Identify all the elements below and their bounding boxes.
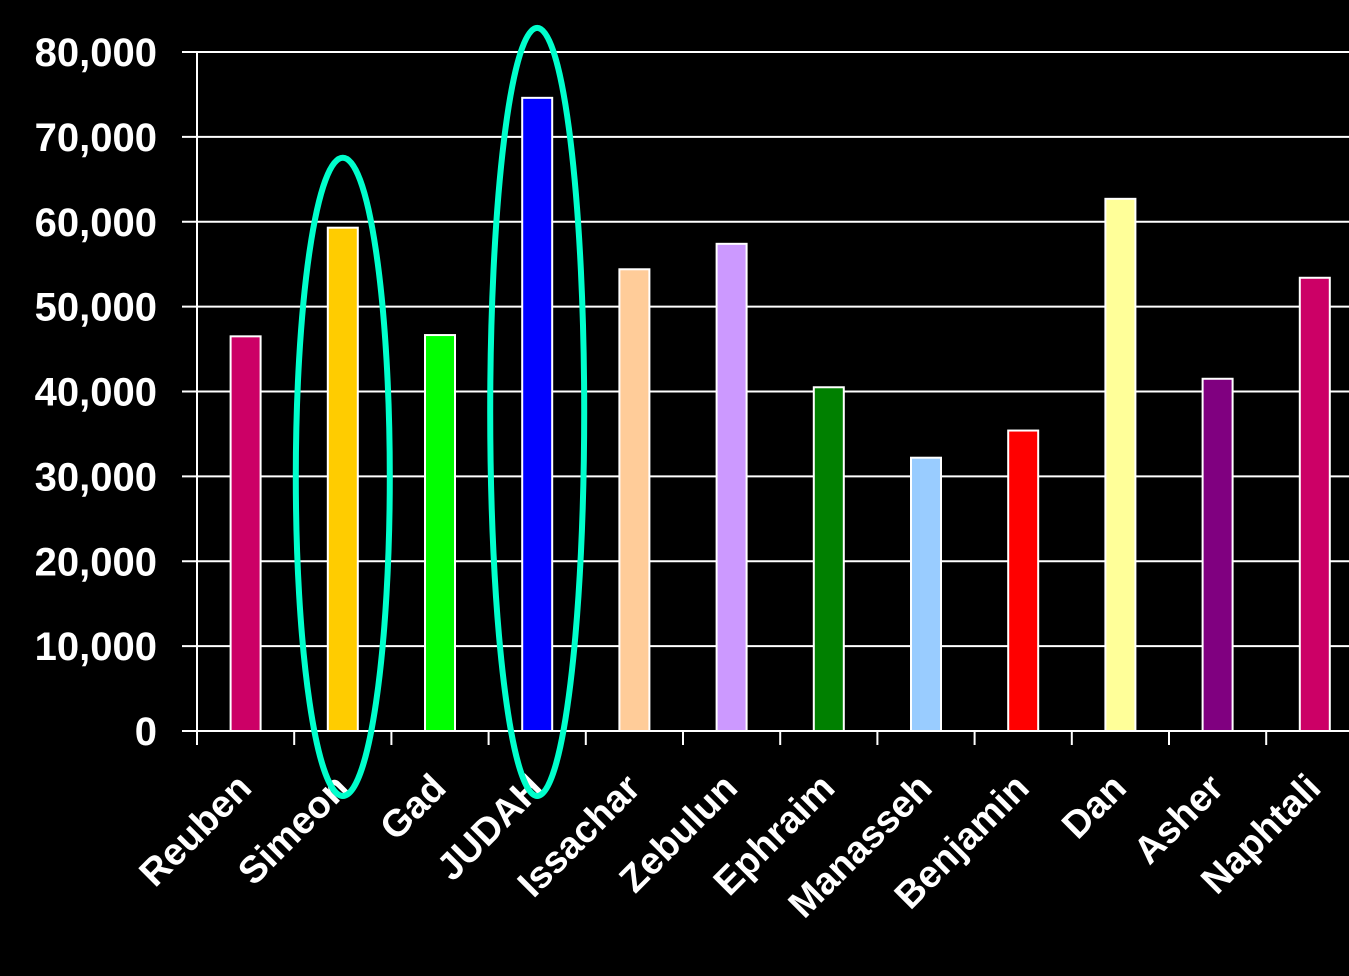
bar-ephraim: [812, 386, 845, 732]
bar-judah: [521, 96, 554, 732]
y-tick-label: 60,000: [35, 201, 157, 245]
y-tick-label: 10,000: [35, 625, 157, 669]
bar-layer: [229, 96, 1331, 733]
y-tick-label: 0: [135, 710, 157, 754]
highlight-layer: [292, 24, 588, 799]
y-tick-label: 80,000: [35, 31, 157, 75]
bar-simeon: [326, 226, 359, 732]
y-tick-label: 30,000: [35, 455, 157, 499]
bar-manasseh: [910, 456, 942, 732]
y-tick-label: 70,000: [35, 116, 157, 160]
highlight-ellipse-simeon: [292, 154, 393, 799]
x-tick-label: Gad: [372, 767, 454, 849]
grid-layer: [197, 51, 1349, 648]
x-tick-label: Dan: [1054, 767, 1134, 847]
y-tick-label: 20,000: [35, 540, 157, 584]
y-tick-label: 50,000: [35, 286, 157, 330]
bar-reuben: [229, 335, 262, 732]
x-tick-label: Reuben: [132, 767, 260, 895]
axis-layer: [182, 51, 1349, 745]
bar-dan: [1104, 197, 1137, 733]
bar-asher: [1201, 377, 1234, 732]
y-tick-label: 40,000: [35, 371, 157, 415]
bar-naphtali: [1298, 276, 1331, 732]
bar-gad: [424, 334, 456, 732]
x-tick-label: Simeon: [230, 767, 357, 894]
bar-zebulun: [715, 242, 748, 732]
highlight-ellipse-judah: [487, 24, 588, 799]
bar-benjamin: [1007, 429, 1040, 732]
bar-issachar: [618, 268, 651, 732]
